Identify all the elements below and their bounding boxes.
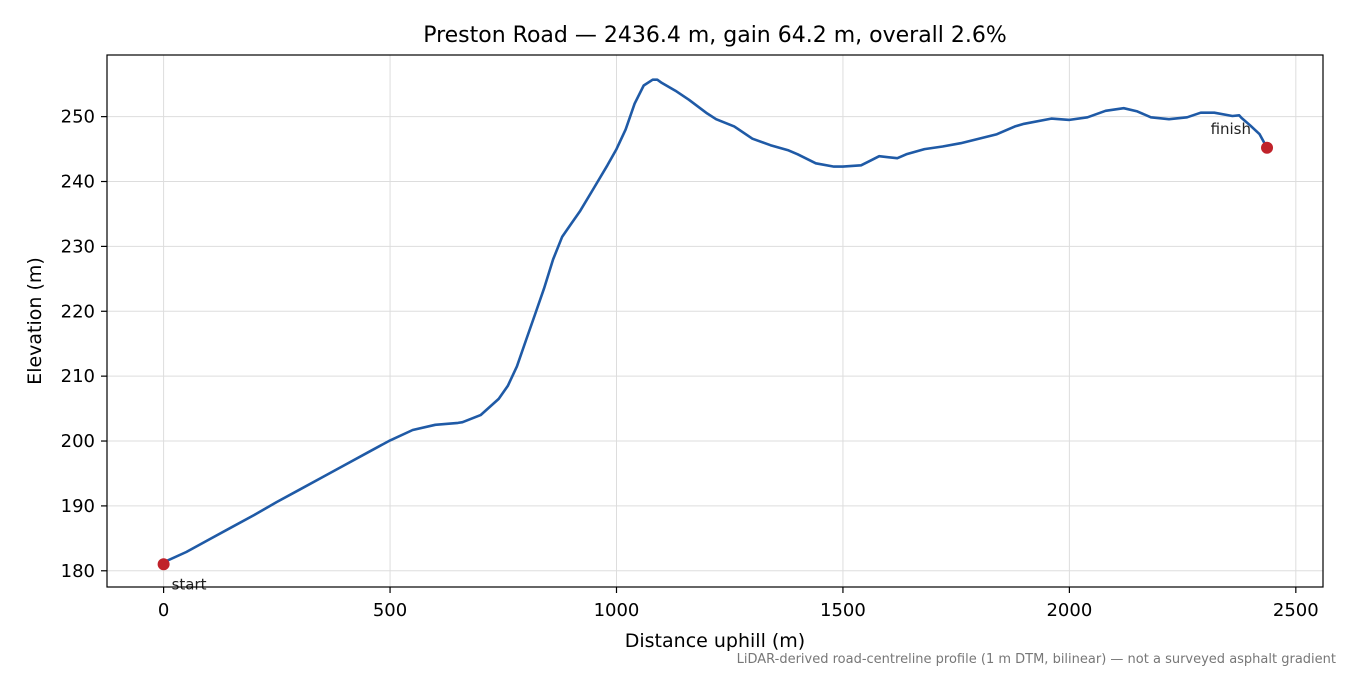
x-axis: 0 500 1000 1500 2000 2500 <box>158 587 1319 621</box>
y-tick-label: 180 <box>61 561 95 582</box>
y-tick-label: 190 <box>61 496 95 517</box>
x-tick-label: 500 <box>373 600 407 621</box>
y-tick-label: 250 <box>61 107 95 128</box>
x-tick-label: 2000 <box>1046 600 1092 621</box>
start-label: start <box>172 575 207 593</box>
y-tick-label: 240 <box>61 172 95 193</box>
x-tick-label: 2500 <box>1273 600 1319 621</box>
grid <box>107 55 1323 587</box>
y-tick-label: 200 <box>61 431 95 452</box>
x-tick-label: 0 <box>158 600 169 621</box>
y-axis: 180 190 200 210 220 230 240 250 <box>61 107 107 582</box>
footnote: LiDAR-derived road-centreline profile (1… <box>736 652 1336 667</box>
chart-title: Preston Road — 2436.4 m, gain 64.2 m, ov… <box>423 23 1007 48</box>
y-tick-label: 210 <box>61 366 95 387</box>
start-marker <box>157 558 170 571</box>
plot-frame <box>106 54 1324 588</box>
finish-marker <box>1261 141 1274 154</box>
elevation-line <box>162 78 1269 564</box>
y-tick-label: 230 <box>61 236 95 257</box>
x-tick-label: 1500 <box>820 600 866 621</box>
endpoint-markers: start finish <box>157 120 1274 593</box>
x-axis-label: Distance uphill (m) <box>625 630 805 652</box>
x-tick-label: 1000 <box>594 600 640 621</box>
y-tick-label: 220 <box>61 301 95 322</box>
y-axis-label: Elevation (m) <box>24 257 46 385</box>
finish-label: finish <box>1211 120 1251 138</box>
